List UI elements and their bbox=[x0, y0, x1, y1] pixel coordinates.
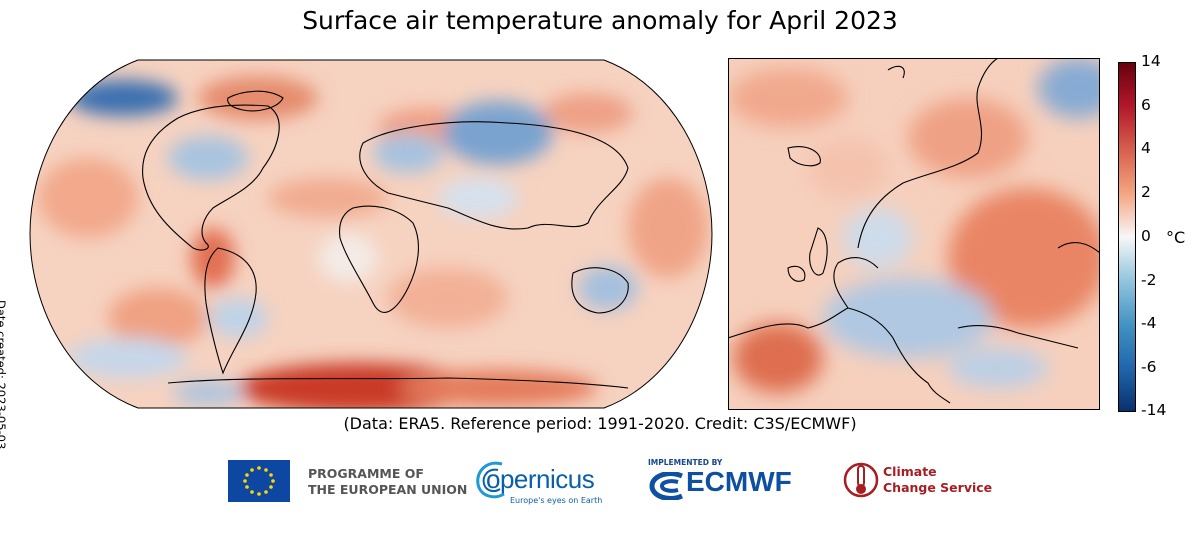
colorbar-tick-label: -2 bbox=[1141, 271, 1157, 289]
colorbar-unit: °C bbox=[1166, 228, 1186, 247]
copernicus-swirl-icon bbox=[476, 461, 505, 499]
copernicus-wordmark: opernicus bbox=[486, 464, 595, 494]
colorbar-tick-label: -14 bbox=[1141, 401, 1167, 419]
colorbar-tick-label: 2 bbox=[1141, 183, 1151, 201]
logo-bar: PROGRAMME OF THE EUROPEAN UNION opernicu… bbox=[0, 452, 1200, 512]
implemented-by-text: IMPLEMENTED BY bbox=[648, 458, 723, 467]
chart-title: Surface air temperature anomaly for Apri… bbox=[302, 6, 898, 35]
c3s-line-1: Climate bbox=[883, 464, 937, 479]
colorbar bbox=[1118, 62, 1136, 412]
colorbar-tick-label: 4 bbox=[1141, 139, 1151, 157]
c3s-thermometer-icon bbox=[843, 462, 879, 498]
eu-line-1: PROGRAMME OF bbox=[308, 466, 424, 481]
c3s-line-2: Change Service bbox=[883, 480, 993, 495]
eu-line-2: THE EUROPEAN UNION bbox=[308, 482, 468, 497]
eu-programme-text: PROGRAMME OF THE EUROPEAN UNION bbox=[308, 466, 467, 498]
ecmwf-wordmark: ECMWF bbox=[686, 466, 792, 497]
colorbar-tick-label: -4 bbox=[1141, 314, 1157, 332]
colorbar-tick-label: 6 bbox=[1141, 96, 1151, 114]
colorbar-tick-label: 0 bbox=[1141, 227, 1151, 245]
colorbar-tick-label: 14 bbox=[1141, 52, 1161, 70]
copernicus-tagline: Europe's eyes on Earth bbox=[510, 496, 603, 505]
colorbar-tick-label: -6 bbox=[1141, 358, 1157, 376]
c3s-text: Climate Change Service bbox=[883, 464, 992, 496]
ecmwf-mark-icon bbox=[649, 472, 683, 500]
world-map bbox=[29, 59, 713, 409]
data-credit-caption: (Data: ERA5. Reference period: 1991-2020… bbox=[343, 414, 857, 433]
europe-map bbox=[728, 58, 1100, 410]
eu-flag-icon bbox=[228, 460, 290, 502]
